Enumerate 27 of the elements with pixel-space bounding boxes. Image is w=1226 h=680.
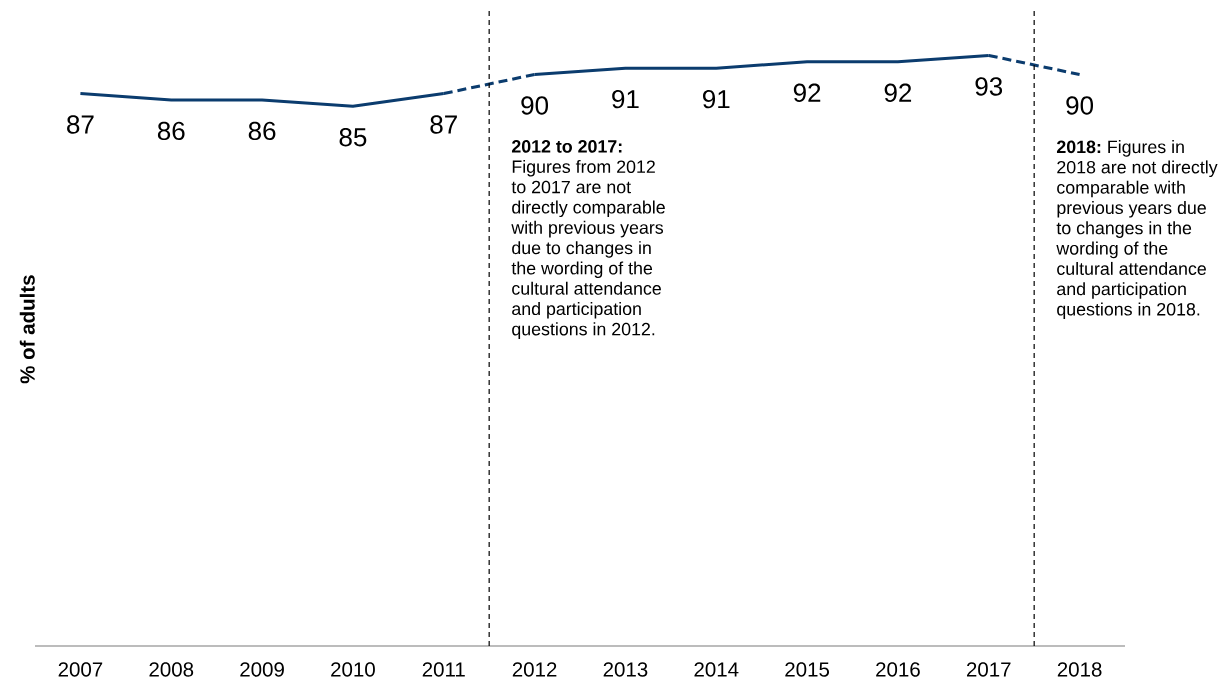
data-label: 86 <box>248 121 276 141</box>
x-tick-label: 2011 <box>422 662 465 677</box>
x-tick-label: 2012 <box>512 662 557 677</box>
data-label: 93 <box>975 77 1003 96</box>
x-tick-label: 2008 <box>149 662 194 677</box>
x-tick-label: 2007 <box>58 662 103 677</box>
x-tick-label: 2009 <box>240 662 284 677</box>
x-tick-label: 2016 <box>876 662 920 677</box>
x-tick-label: 2017 <box>966 662 1011 677</box>
x-tick-label: 2015 <box>785 662 830 677</box>
data-label: 85 <box>339 128 367 147</box>
data-label: 87 <box>67 115 94 134</box>
data-label: 86 <box>157 121 185 141</box>
x-tick-label: 2013 <box>603 662 648 677</box>
text: 2012 to 2017: Figures from 2012 to 2017 are not directly comparable with previous years due to changes in the wording of the cultural attendance and participation questions in 2012. <box>511 140 665 339</box>
data-label: 90 <box>1066 96 1094 115</box>
data-label: 90 <box>521 96 549 115</box>
x-tick-label: 2010 <box>331 662 375 677</box>
data-label: 92 <box>793 83 821 102</box>
data-label: 87 <box>430 115 457 134</box>
x-tick-label: 2014 <box>694 662 739 677</box>
data-label: 91 <box>703 89 730 109</box>
text: 2018: Figures in 2018 are not directly comparable with previous years due to changes in the wording of the cultural attendance and participation questions in 2018. <box>1056 140 1218 320</box>
data-label: 91 <box>612 89 639 109</box>
y-axis-title: % of adults <box>19 275 35 384</box>
x-tick-label: 2018 <box>1057 662 1102 677</box>
data-label: 92 <box>884 83 912 102</box>
